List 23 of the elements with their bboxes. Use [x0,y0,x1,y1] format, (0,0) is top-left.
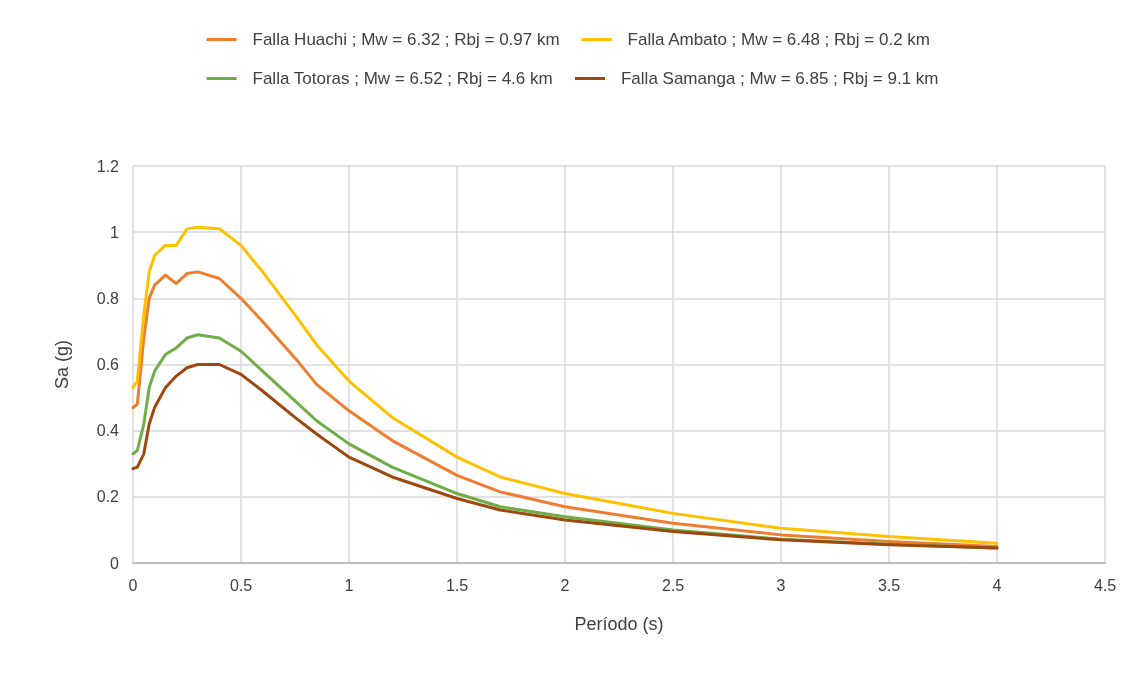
x-tick-label: 1 [344,576,354,594]
y-tick-label: 0.8 [96,289,120,307]
x-tick-label: 0.5 [229,576,253,594]
legend-label: Falla Totoras ; Mw = 6.52 ; Rbj = 4.6 km [252,69,553,88]
x-tick-label: 2.5 [661,576,685,594]
legend-label: Falla Huachi ; Mw = 6.32 ; Rbj = 0.97 km [252,30,560,49]
legend-label: Falla Ambato ; Mw = 6.48 ; Rbj = 0.2 km [627,30,930,49]
x-tick-label: 4 [992,576,1002,594]
y-tick-label: 1 [110,223,120,241]
y-tick-label: 0.2 [96,488,120,506]
x-tick-label: 3.5 [877,576,901,594]
y-tick-label: 0 [110,554,120,572]
x-tick-label: 0 [128,576,138,594]
x-tick-label: 1.5 [445,576,469,594]
y-tick-label: 1.2 [96,157,120,175]
y-tick-label: 0.6 [96,356,120,373]
y-axis-title: Sa (g) [52,339,72,390]
y-tick-label: 0.4 [96,422,120,440]
x-tick-label: 2 [560,576,570,594]
x-axis-title: Período (s) [574,614,664,634]
x-tick-label: 4.5 [1093,576,1117,594]
x-tick-label: 3 [776,576,786,594]
legend-label: Falla Samanga ; Mw = 6.85 ; Rbj = 9.1 km [620,69,939,88]
